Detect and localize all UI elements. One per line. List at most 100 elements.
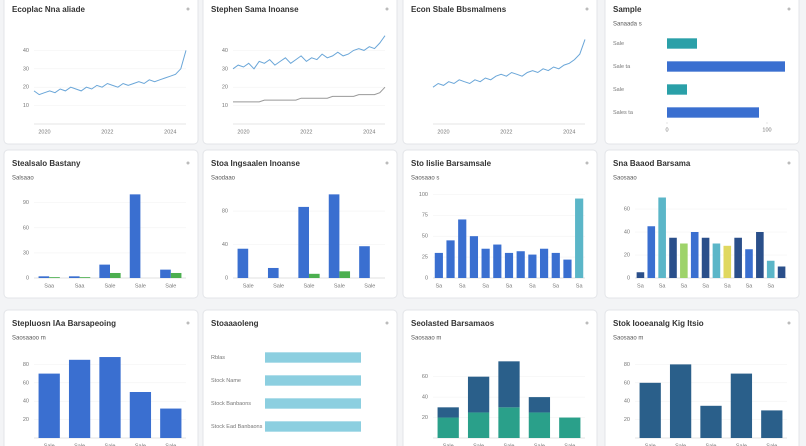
bar (237, 248, 249, 278)
x-tick-label: 2024 (563, 129, 575, 135)
x-tick-label: Sa (724, 283, 732, 289)
y-tick-label: 75 (422, 213, 428, 219)
x-tick-label: Sale (736, 443, 747, 446)
line (432, 39, 586, 88)
bar (559, 417, 581, 438)
bar (701, 237, 710, 278)
y-tick-label: 40 (23, 399, 29, 405)
y-tick-label: 0 (26, 275, 29, 281)
bar (493, 244, 502, 278)
bar (551, 252, 560, 278)
y-tick-label: 40 (23, 48, 29, 54)
bar (669, 364, 692, 438)
bar (528, 412, 551, 438)
y-tick-label: 80 (222, 209, 228, 215)
y-tick-label: 20 (23, 417, 29, 423)
bar (647, 226, 656, 278)
bar (99, 264, 110, 278)
bar (756, 232, 764, 278)
card-menu (385, 7, 389, 11)
x-tick-label: Sale (165, 443, 176, 446)
card-title: Ecoplac Nna aliade (12, 5, 85, 14)
bar (766, 260, 775, 278)
x-tick-label: Sale (334, 283, 345, 289)
y-tick-label: 30 (23, 66, 29, 72)
y-tick-label: Sale (613, 87, 624, 93)
bar (575, 198, 584, 278)
x-tick-label: Sale (104, 283, 115, 289)
x-tick-label: Sale (443, 443, 454, 446)
bar (49, 277, 60, 278)
bar (339, 271, 351, 278)
card-title: Econ Sbale Bbsmalmens (411, 5, 507, 14)
x-tick-label: Sa (506, 283, 514, 289)
x-tick-label: 2022 (101, 129, 113, 135)
y-tick-label: 25 (422, 255, 428, 261)
x-tick-label: 2020 (437, 129, 449, 135)
card-subtitle: Saosaao s (411, 176, 439, 182)
x-tick-label: 2020 (237, 129, 249, 135)
bar (458, 219, 467, 278)
card (3, 149, 199, 299)
card-subtitle: Saosaao m (613, 336, 643, 342)
y-tick-label: 100 (419, 192, 428, 198)
y-tick-label: 10 (23, 103, 29, 109)
y-tick-label: 60 (624, 206, 630, 212)
bar (712, 243, 721, 278)
bar (504, 252, 514, 278)
y-tick-label: 20 (624, 417, 630, 423)
x-tick-label: Sale (705, 443, 716, 446)
bar (498, 407, 520, 438)
card-title: Stoa Ingsaalen Inoanse (211, 159, 300, 168)
bar (437, 407, 459, 418)
y-tick-label: 40 (422, 395, 428, 401)
x-tick-label: Sale (364, 283, 375, 289)
card-title: Sto Iislie Barsamsale (411, 159, 492, 168)
x-tick-label: 2022 (500, 129, 512, 135)
y-tick-label: 80 (624, 362, 630, 368)
bar (745, 249, 753, 278)
x-tick-label: Sa (746, 283, 754, 289)
card-title: Stoaaaoleng (211, 319, 259, 328)
y-tick-label: 80 (23, 362, 29, 368)
card-menu (186, 321, 190, 325)
bar (309, 273, 320, 278)
card-menu (787, 161, 791, 165)
x-tick-label: 2024 (363, 129, 375, 135)
bar (669, 237, 677, 278)
x-tick-label: Sale (473, 443, 484, 446)
card-menu (186, 7, 190, 11)
y-tick-label: 40 (624, 229, 630, 235)
x-tick-label: Sa (637, 283, 645, 289)
bar (68, 359, 91, 438)
x-tick-label: 0 (665, 127, 668, 133)
bar (437, 417, 459, 438)
y-tick-label: 20 (422, 415, 428, 421)
card-title: Stephen Sama Inoanse (211, 5, 299, 14)
bar (38, 373, 60, 438)
bar (690, 232, 699, 278)
line (232, 35, 386, 70)
bar (516, 251, 525, 278)
x-tick-label: Sale (74, 443, 85, 446)
card-title: Stealsalo Bastany (12, 159, 81, 168)
x-tick-label: Sa (529, 283, 537, 289)
x-tick-label: 100 (762, 127, 771, 133)
y-tick-label: Stock Banbaons (211, 401, 251, 407)
bar (563, 259, 572, 278)
bar (467, 412, 490, 438)
bar (667, 38, 697, 49)
bar (667, 107, 759, 118)
x-tick-label: Sa (435, 283, 443, 289)
card-subtitle: Saosaao (613, 176, 637, 182)
y-tick-label: Stock Name (211, 378, 241, 384)
bar (498, 361, 520, 408)
line (33, 50, 187, 96)
card-menu (787, 7, 791, 11)
x-tick-label: 2024 (164, 129, 176, 135)
bar (658, 197, 666, 278)
bar (528, 397, 551, 413)
card-menu (385, 161, 389, 165)
x-tick-label: Sale (503, 443, 514, 446)
